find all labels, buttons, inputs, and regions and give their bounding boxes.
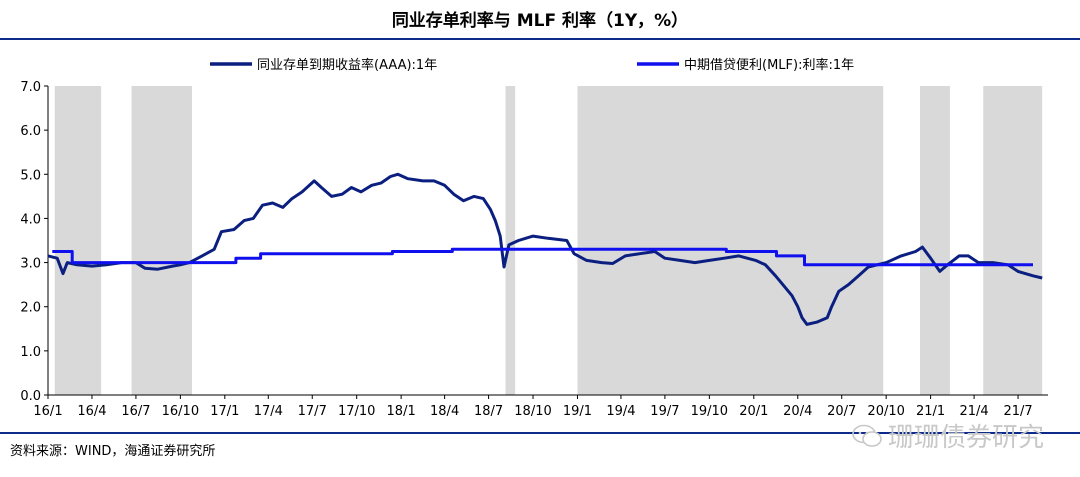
x-tick-label: 17/10: [338, 404, 375, 419]
x-tick-label: 17/7: [298, 404, 327, 419]
x-tick-label: 20/7: [827, 404, 856, 419]
x-tick-label: 19/7: [650, 404, 679, 419]
x-tick-label: 19/4: [606, 404, 635, 419]
watermark: 珊珊债券研究: [852, 417, 1044, 454]
header-rule: [0, 38, 1080, 40]
x-tick-label: 21/7: [1003, 404, 1032, 419]
x-tick-label: 20/1: [739, 404, 768, 419]
y-tick-label: 3.0: [20, 257, 41, 272]
legend-label-1: 同业存单到期收益率(AAA):1年: [257, 57, 437, 73]
shaded-period: [505, 86, 516, 395]
wechat-icon: [852, 424, 882, 447]
axes: 0.0 1.0 2.0 3.0 4.0 5.0 6.0 7.0 16/1 16/4 16/7 16/1…: [20, 80, 1048, 419]
x-tick-label: 19/10: [691, 404, 728, 419]
legend-label-2: 中期借贷便利(MLF):利率:1年: [684, 57, 854, 73]
line-chart: 0.0 1.0 2.0 3.0 4.0 5.0 6.0 7.0 16/1 16/4 16/7 16/1…: [20, 57, 1048, 419]
y-tick-label: 1.0: [20, 345, 41, 360]
legend: 同业存单到期收益率(AAA):1年 中期借贷便利(MLF):利率:1年: [210, 57, 854, 73]
series-lines: [47, 172, 1043, 326]
x-tick-label: 18/7: [474, 404, 503, 419]
y-tick-label: 6.0: [20, 124, 41, 139]
x-tick-label: 17/1: [210, 404, 239, 419]
shaded-period: [577, 86, 884, 395]
x-tick-label: 18/4: [430, 404, 459, 419]
x-tick-label: 20/10: [867, 404, 904, 419]
shaded-period: [54, 86, 102, 395]
x-tick-label: 20/4: [783, 404, 812, 419]
shaded-period: [983, 86, 1043, 395]
x-tick-label: 17/4: [254, 404, 283, 419]
source-note: 资料来源：WIND，海通证券研究所: [10, 444, 216, 459]
shaded-periods: [54, 86, 1043, 395]
footer-rule: [0, 432, 1080, 434]
chart-title: 同业存单利率与 MLF 利率（1Y，%）: [391, 11, 689, 31]
y-tick-label: 7.0: [20, 80, 41, 95]
x-tick-label: 16/4: [77, 404, 106, 419]
shaded-period: [919, 86, 950, 395]
x-tick-label: 16/10: [162, 404, 199, 419]
shaded-period: [131, 86, 192, 395]
x-tick-label: 19/1: [563, 404, 592, 419]
watermark-text: 珊珊债券研究: [887, 423, 1044, 453]
y-tick-label: 2.0: [20, 301, 41, 316]
x-tick-label: 16/1: [33, 404, 62, 419]
x-tick-label: 21/1: [916, 404, 945, 419]
series-line-2: [52, 247, 1033, 267]
y-tick-label: 0.0: [20, 389, 41, 404]
x-tick-label: 21/4: [959, 404, 988, 419]
x-tick-label: 18/1: [387, 404, 416, 419]
x-tick-label: 16/7: [121, 404, 150, 419]
y-tick-label: 4.0: [20, 212, 41, 227]
x-tick-label: 18/10: [514, 404, 551, 419]
y-tick-label: 5.0: [20, 168, 41, 183]
series-line-1: [47, 172, 1043, 326]
